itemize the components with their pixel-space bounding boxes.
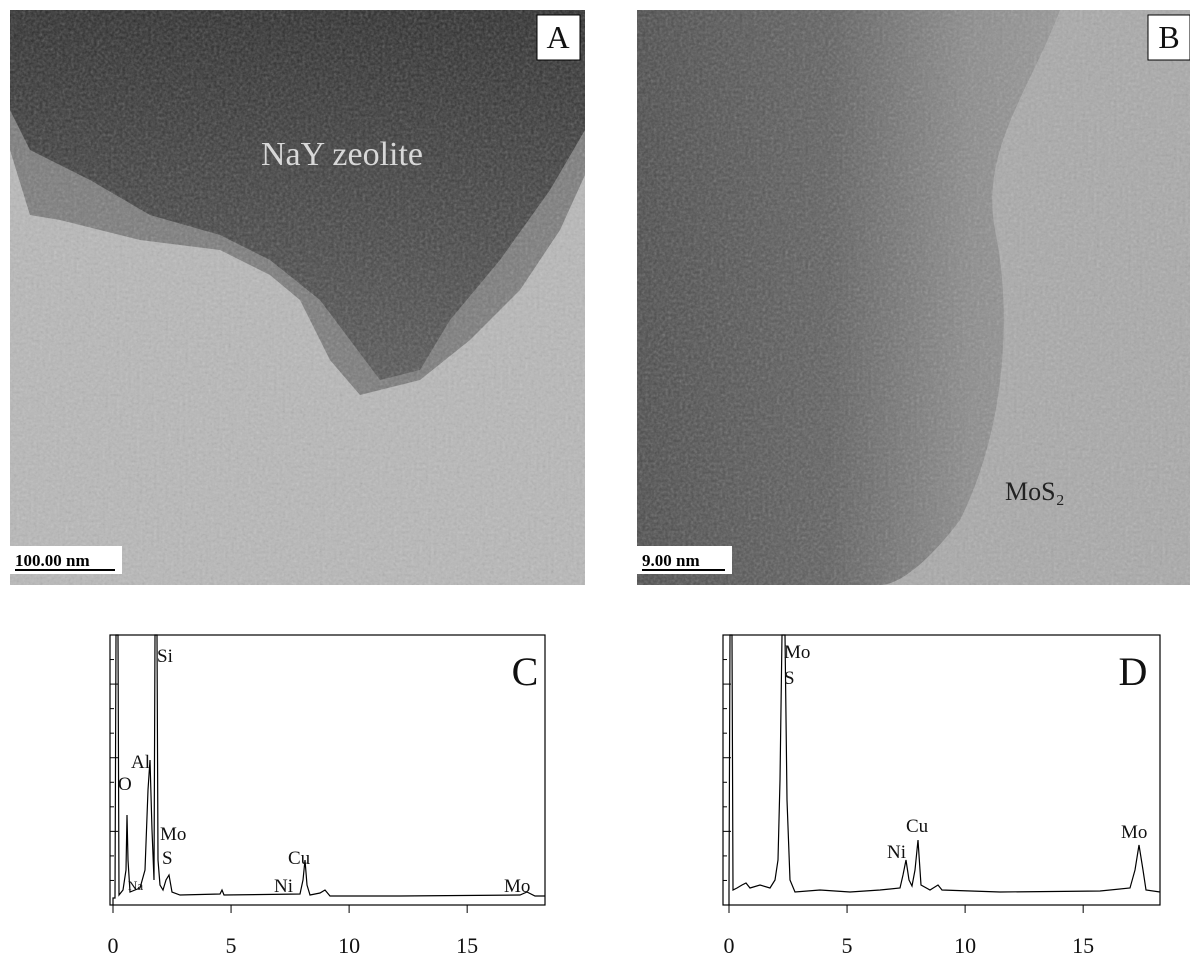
x-tick-label: 15 <box>1072 933 1094 958</box>
label-box <box>536 14 581 61</box>
spectrum-curve <box>728 634 1161 905</box>
scale-bar: 9.00 nm <box>642 551 700 570</box>
panel-label: A <box>546 19 569 55</box>
grain <box>10 10 585 585</box>
scale-bar: 100.00 nm <box>15 551 90 570</box>
annotation: MoS₂ <box>1005 477 1065 506</box>
annotation: NaY zeolite <box>261 136 423 173</box>
x-tick-label: 5 <box>842 933 853 958</box>
peak-label: Mo <box>504 876 530 897</box>
x-tick-label: 0 <box>108 933 119 958</box>
panel-label: C <box>512 649 539 694</box>
peak-label: Mo <box>784 642 810 663</box>
peak-label: Al <box>131 752 150 773</box>
plot-frame <box>722 634 1161 906</box>
label-box <box>1147 14 1190 61</box>
peak-label: Cu <box>288 848 311 869</box>
x-tick-label: 10 <box>338 933 360 958</box>
x-tick-label: 0 <box>724 933 735 958</box>
peak-label: S <box>784 668 795 689</box>
x-tick-label: 5 <box>226 933 237 958</box>
panel-label: B <box>1158 19 1179 55</box>
peak-label: Ni <box>274 876 293 897</box>
peak-label: S <box>162 848 173 869</box>
spectrum-d: D <box>722 634 1161 906</box>
spectrum-c: C <box>109 634 546 906</box>
peak-label: O <box>118 774 132 795</box>
peak-label: Ni <box>887 842 906 863</box>
panel-a: A NaY zeolite 100.00 nm <box>10 10 585 585</box>
grain <box>637 10 1190 585</box>
spectrum-curve <box>112 634 545 905</box>
peak-label: Si <box>157 646 173 667</box>
plot-frame <box>109 634 546 906</box>
panel-label: D <box>1119 649 1148 694</box>
peak-label: Mo <box>1121 822 1147 843</box>
peak-label: Cu <box>906 816 929 837</box>
panel-b: B MoS₂ 9.00 nm <box>637 10 1190 585</box>
peak-label: Mo <box>160 824 186 845</box>
x-tick-label: 15 <box>456 933 478 958</box>
peak-label: Na <box>128 878 143 893</box>
x-tick-label: 10 <box>954 933 976 958</box>
